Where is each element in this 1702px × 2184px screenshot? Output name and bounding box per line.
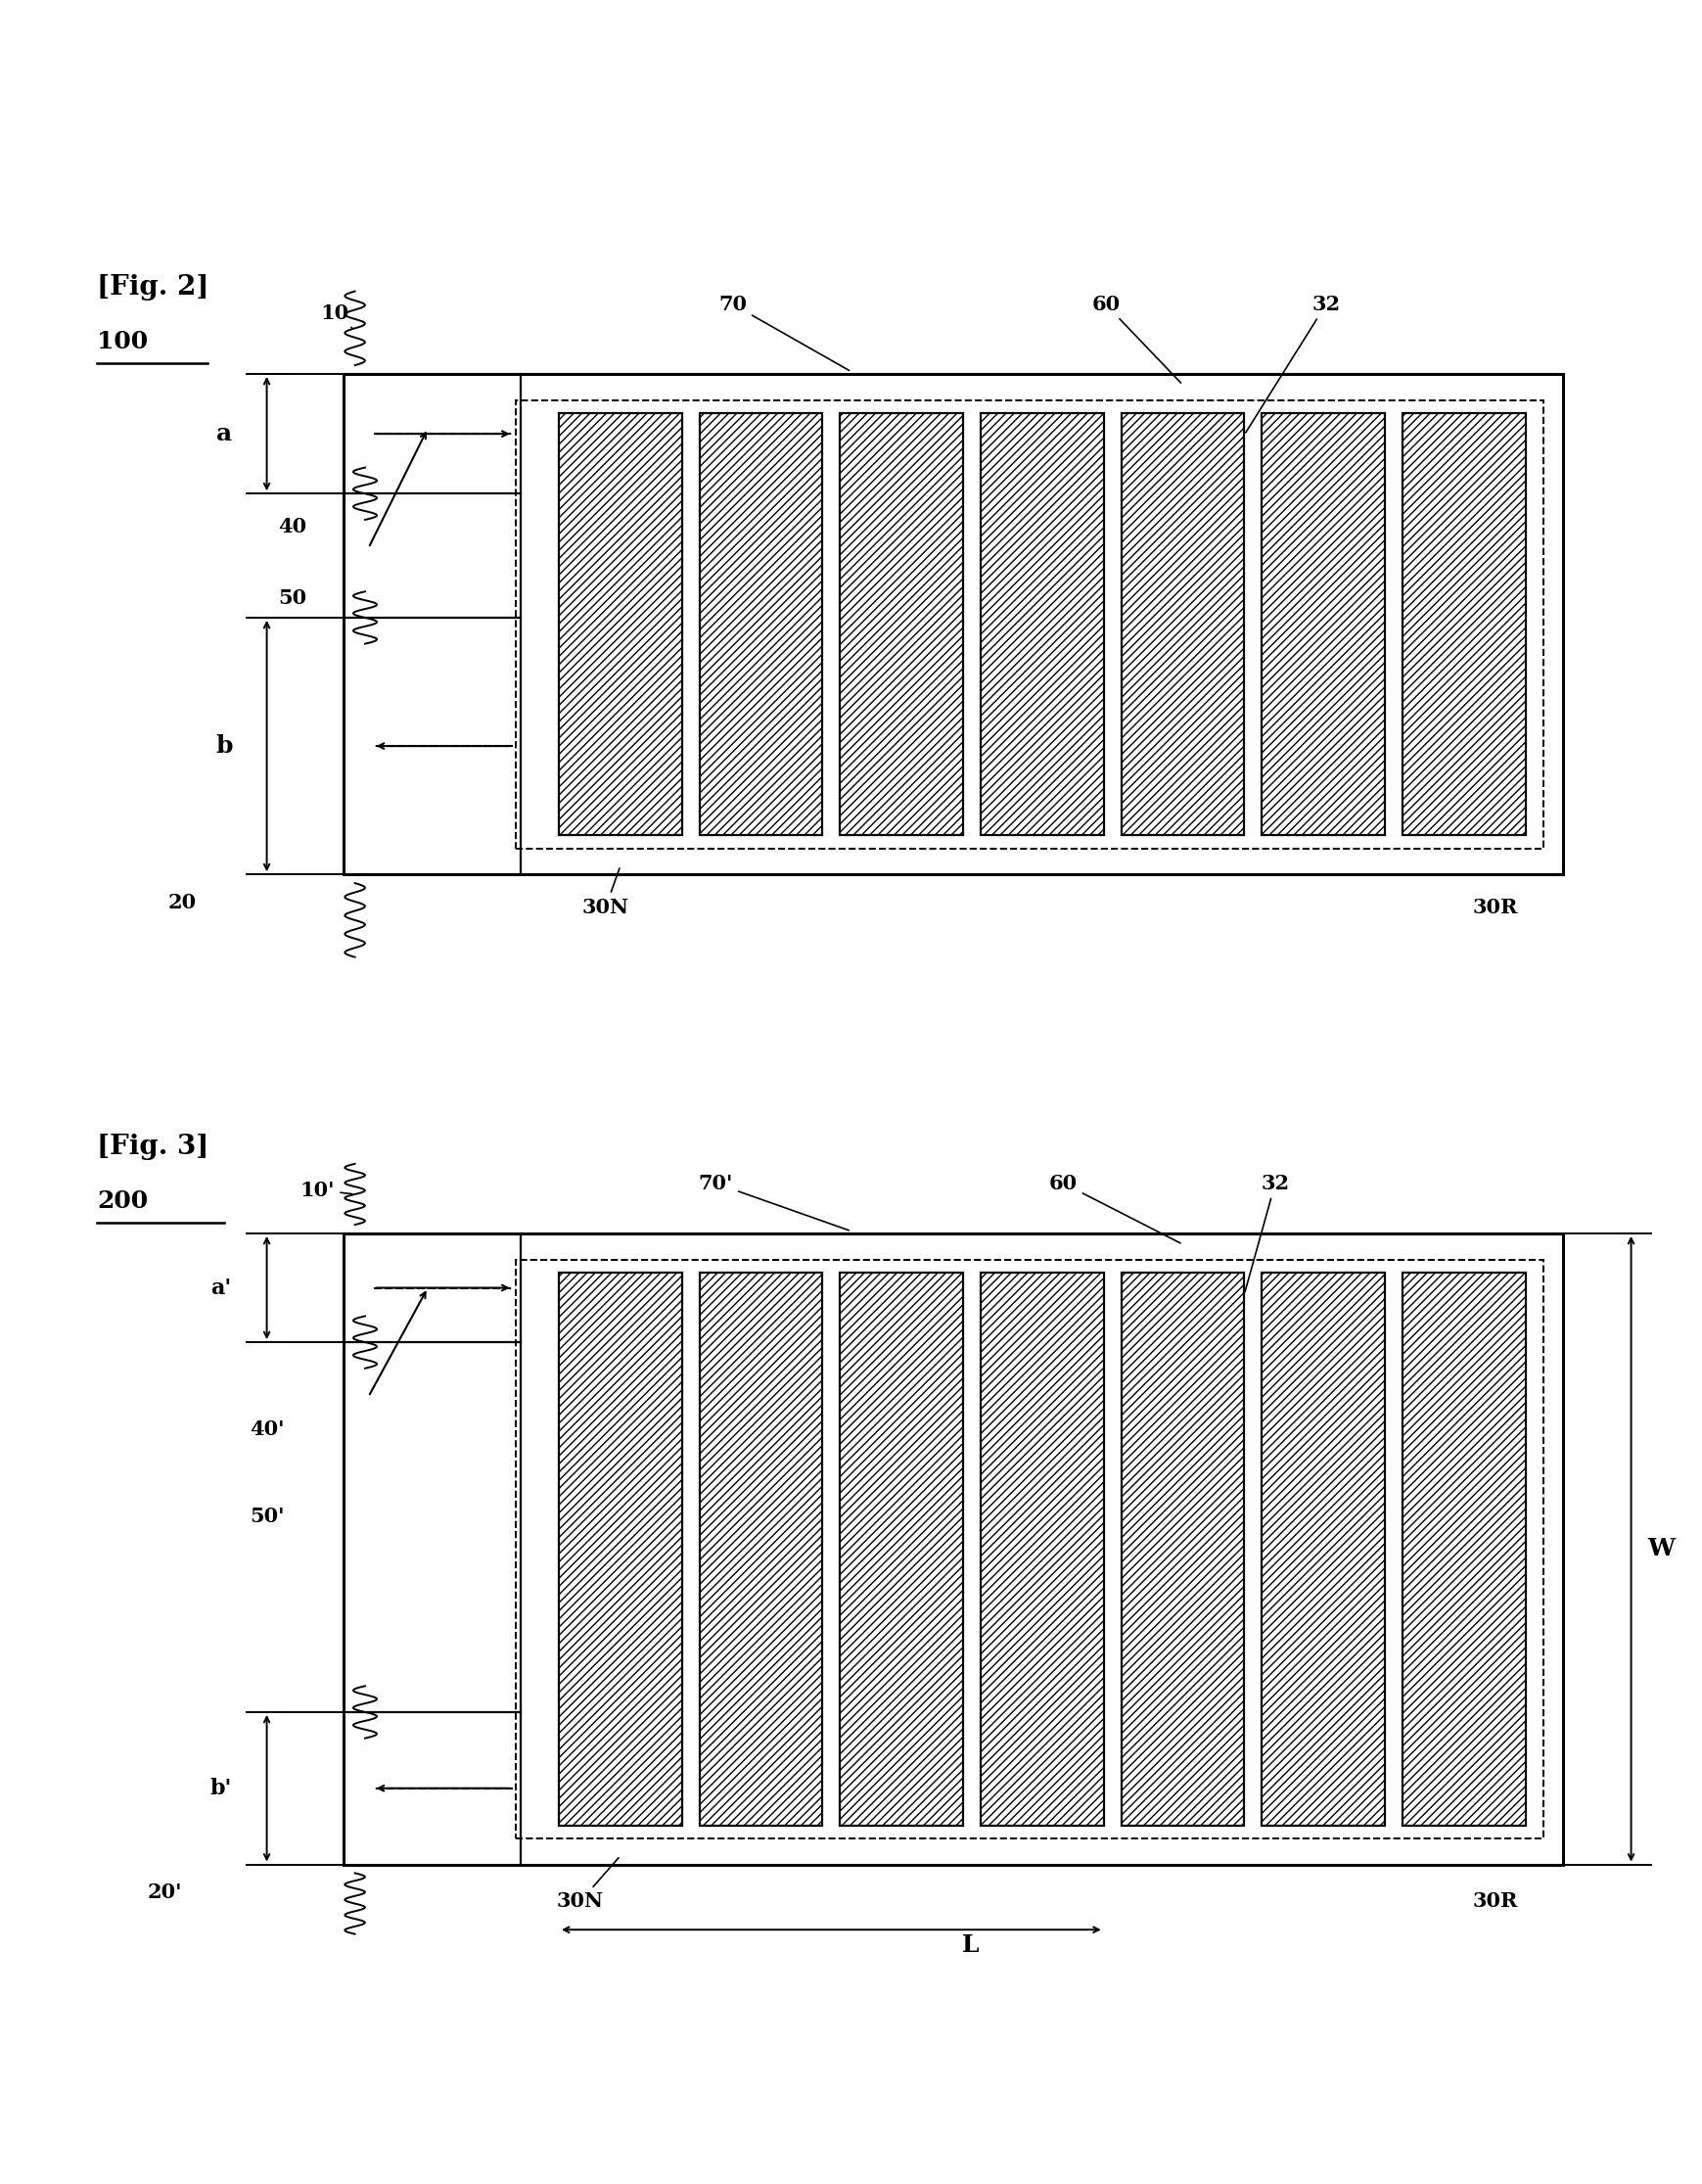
Bar [1120,413,1244,834]
Bar [1401,413,1525,834]
Bar [558,413,681,834]
Bar [1261,413,1384,834]
Text: 32: 32 [1244,1173,1288,1291]
Text: 60: 60 [1048,1173,1179,1243]
Text: 30R: 30R [1472,898,1518,917]
Bar [516,1260,1542,1839]
Bar [1401,1273,1525,1826]
Text: 32: 32 [1244,295,1339,432]
Text: 100: 100 [97,330,148,354]
Text: 70: 70 [718,295,849,371]
Text: 30R: 30R [1472,1891,1518,1911]
Text: a: a [216,422,231,446]
Text: 30N: 30N [557,1859,618,1911]
Text: 30N: 30N [582,869,630,917]
Text: 50: 50 [277,587,306,607]
Bar [839,413,963,834]
Text: 200: 200 [97,1188,148,1212]
Bar [980,1273,1103,1826]
Text: 20: 20 [168,893,196,913]
Bar [1261,1273,1384,1826]
Text: 40': 40' [248,1420,284,1439]
Text: 10: 10 [320,304,352,328]
Text: b': b' [209,1778,231,1800]
Bar [700,413,822,834]
Bar [342,373,1562,874]
Bar [700,1273,822,1826]
Text: 20': 20' [148,1883,182,1902]
Text: [Fig. 3]: [Fig. 3] [97,1133,209,1160]
Text: [Fig. 2]: [Fig. 2] [97,273,209,299]
Bar [516,400,1542,847]
Bar [342,1234,1562,1865]
Text: 40: 40 [277,515,306,535]
Bar [980,413,1103,834]
Text: 10': 10' [300,1179,352,1199]
Text: 50': 50' [248,1507,284,1527]
Text: b: b [216,734,233,758]
Text: W: W [1648,1538,1675,1562]
Text: a': a' [211,1278,231,1299]
Text: L: L [962,1933,979,1957]
Bar [1120,1273,1244,1826]
Text: 60: 60 [1091,295,1179,382]
Text: 70': 70' [698,1173,848,1230]
Bar [839,1273,963,1826]
Bar [558,1273,681,1826]
